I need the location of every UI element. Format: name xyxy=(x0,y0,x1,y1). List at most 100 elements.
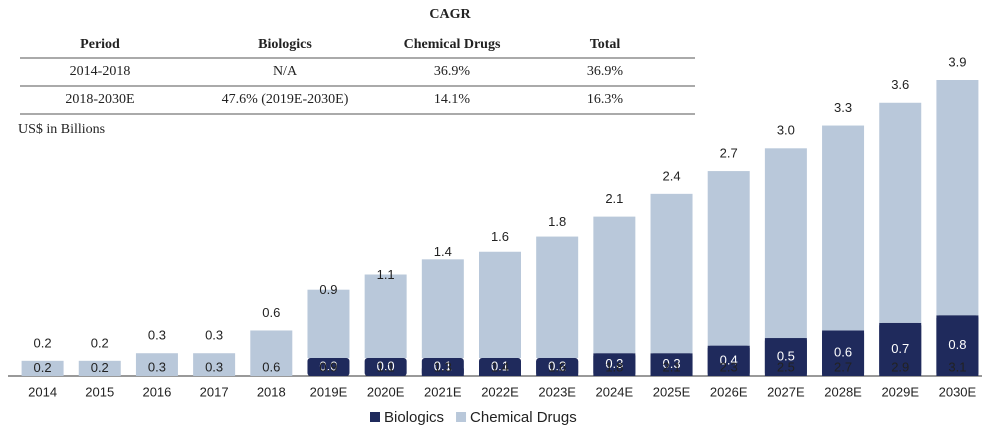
x-tick-label: 2016 xyxy=(142,384,171,399)
value-label-box xyxy=(479,358,521,376)
bar-segment xyxy=(707,171,750,346)
legend-label: Chemical Drugs xyxy=(470,409,577,426)
value-label-box xyxy=(650,353,693,376)
x-tick-label: 2020E xyxy=(367,384,405,399)
value-label: 0.9 xyxy=(319,359,337,374)
x-tick-label: 2028E xyxy=(824,384,862,399)
value-label-box xyxy=(936,315,979,376)
value-label-box xyxy=(879,322,922,376)
total-label: 0.3 xyxy=(148,328,166,343)
bar-segment xyxy=(364,274,407,358)
bar-segment xyxy=(650,193,693,354)
value-label: 2.1 xyxy=(662,359,680,374)
table-cell: N/A xyxy=(273,64,298,79)
legend-swatch xyxy=(456,412,467,422)
value-label: 2.5 xyxy=(777,359,795,374)
bar-segment xyxy=(193,353,236,376)
value-label: 1.4 xyxy=(491,359,509,374)
value-label: 0.3 xyxy=(205,359,223,374)
value-label: 0.2 xyxy=(91,360,109,375)
bar-segment xyxy=(822,125,865,331)
bar-segment xyxy=(135,353,178,376)
value-label: 0.1 xyxy=(491,358,509,373)
total-label: 3.9 xyxy=(948,54,966,69)
bar-segment xyxy=(536,236,579,358)
x-tick-label: 2019E xyxy=(310,384,348,399)
total-label: 3.0 xyxy=(777,123,795,138)
x-tick-label: 2027E xyxy=(767,384,805,399)
bar-segment xyxy=(421,259,464,358)
bar-segment xyxy=(593,216,636,354)
x-tick-label: 2015 xyxy=(85,384,114,399)
table-cell: 36.9% xyxy=(587,64,624,79)
bar-segment xyxy=(21,360,64,376)
x-tick-label: 2018 xyxy=(257,384,286,399)
value-label: 1.6 xyxy=(548,359,566,374)
value-label: 0.4 xyxy=(720,352,738,367)
value-label: 0.0 xyxy=(319,358,337,373)
value-label: 0.1 xyxy=(434,358,452,373)
total-label: 2.4 xyxy=(662,168,680,183)
table-header: Total xyxy=(590,37,621,52)
total-label: 1.1 xyxy=(377,267,395,282)
value-label: 0.2 xyxy=(548,358,566,373)
value-label-box xyxy=(421,358,464,376)
table-header: Period xyxy=(80,37,120,52)
bar-segment xyxy=(307,289,350,358)
total-label: 1.6 xyxy=(491,229,509,244)
bar-segment xyxy=(78,360,121,376)
table-cell: 14.1% xyxy=(434,92,471,107)
unit-label: US$ in Billions xyxy=(18,122,105,137)
value-label-box xyxy=(707,345,750,376)
bar-segment xyxy=(764,148,807,339)
total-label: 3.3 xyxy=(834,100,852,115)
table-title: CAGR xyxy=(429,7,471,22)
total-label: 0.9 xyxy=(319,282,337,297)
total-label: 0.2 xyxy=(34,335,52,350)
total-label: 2.1 xyxy=(605,191,623,206)
legend-label: Biologics xyxy=(384,409,444,426)
bar-segment xyxy=(879,102,922,323)
table-cell: 2014-2018 xyxy=(70,64,131,79)
x-tick-label: 2021E xyxy=(424,384,462,399)
value-label: 1.1 xyxy=(377,359,395,374)
x-tick-label: 2030E xyxy=(939,384,977,399)
total-label: 3.6 xyxy=(891,77,909,92)
table-cell: 47.6% (2019E-2030E) xyxy=(222,92,349,107)
value-label: 1.8 xyxy=(605,359,623,374)
table-cell: 2018-2030E xyxy=(65,92,134,107)
x-tick-label: 2025E xyxy=(653,384,691,399)
total-label: 0.6 xyxy=(262,305,280,320)
bar-segment xyxy=(250,330,293,376)
total-label: 0.3 xyxy=(205,328,223,343)
value-label: 0.7 xyxy=(891,341,909,356)
value-label: 2.3 xyxy=(720,359,738,374)
total-label: 0.2 xyxy=(91,335,109,350)
x-tick-label: 2014 xyxy=(28,384,57,399)
value-label-box xyxy=(364,358,407,376)
value-label: 0.3 xyxy=(148,359,166,374)
value-label: 0.0 xyxy=(377,358,395,373)
x-tick-label: 2022E xyxy=(481,384,519,399)
total-label: 1.4 xyxy=(434,244,452,259)
value-label-box xyxy=(307,358,350,376)
total-label: 1.8 xyxy=(548,214,566,229)
value-label: 0.3 xyxy=(662,356,680,371)
value-label: 0.6 xyxy=(834,345,852,360)
bar-segment xyxy=(479,251,521,358)
value-label-box xyxy=(822,330,865,376)
x-tick-label: 2024E xyxy=(596,384,634,399)
value-label-box xyxy=(593,353,636,376)
value-label-box xyxy=(764,338,807,376)
table-header: Biologics xyxy=(258,37,312,52)
table-cell: 16.3% xyxy=(587,92,624,107)
x-tick-label: 2023E xyxy=(538,384,576,399)
value-label: 2.7 xyxy=(834,359,852,374)
table-header: Chemical Drugs xyxy=(404,37,501,52)
value-label: 1.3 xyxy=(434,359,452,374)
value-label: 0.5 xyxy=(777,348,795,363)
value-label: 0.6 xyxy=(262,359,280,374)
x-tick-label: 2029E xyxy=(881,384,919,399)
